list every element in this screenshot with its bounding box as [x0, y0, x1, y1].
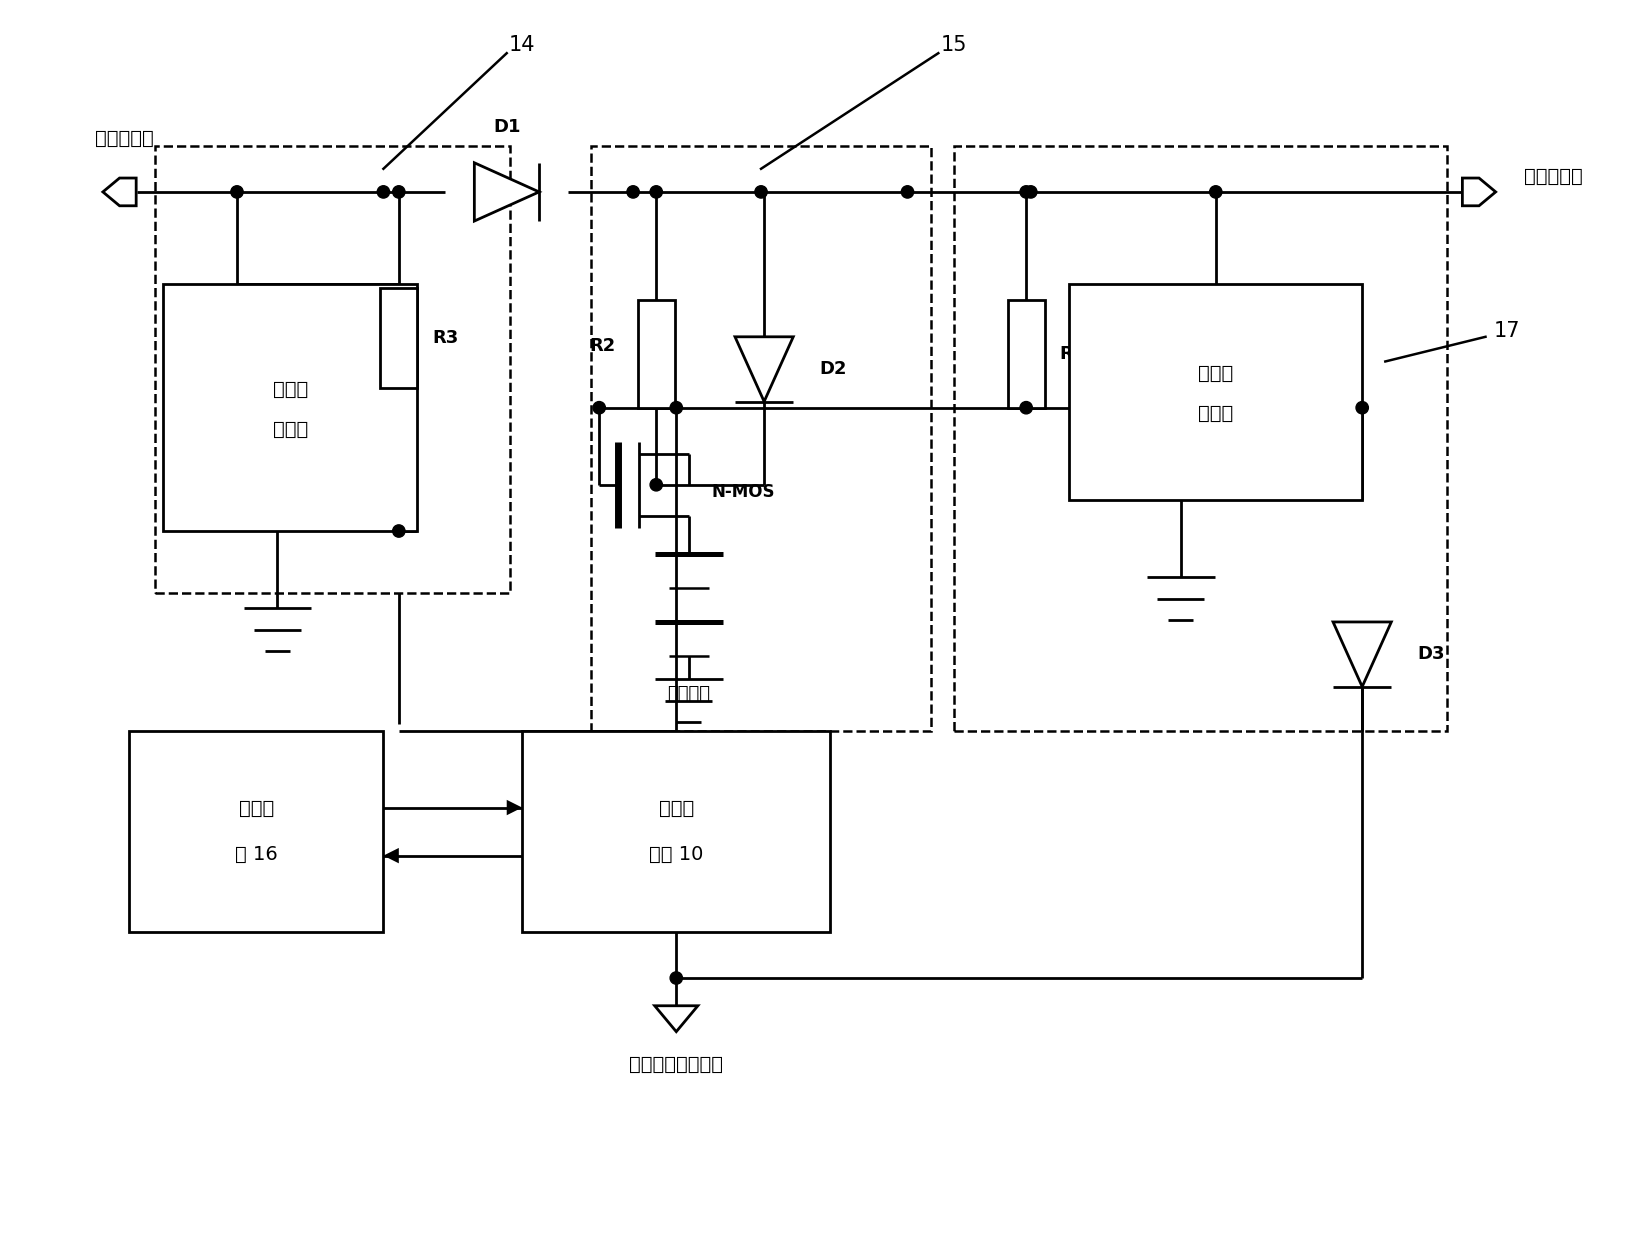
Text: 元 16: 元 16: [235, 845, 277, 864]
Bar: [954, 146, 1447, 732]
Bar: [380, 288, 417, 388]
Text: N-MOS: N-MOS: [712, 484, 776, 501]
Circle shape: [1209, 186, 1222, 198]
Circle shape: [1020, 402, 1032, 414]
Circle shape: [755, 186, 768, 198]
Text: R1: R1: [1060, 344, 1086, 363]
Circle shape: [1356, 402, 1368, 414]
Polygon shape: [474, 163, 540, 221]
Bar: [155, 146, 510, 592]
Bar: [1007, 299, 1045, 408]
Bar: [592, 146, 931, 732]
Text: D3: D3: [1418, 646, 1446, 663]
Circle shape: [901, 186, 914, 198]
Polygon shape: [655, 1006, 698, 1031]
Text: 14: 14: [509, 35, 535, 55]
Text: 制器 10: 制器 10: [649, 845, 704, 864]
Bar: [637, 299, 675, 408]
Text: 充电电池: 充电电池: [667, 686, 711, 703]
Circle shape: [377, 186, 390, 198]
Text: D1: D1: [492, 118, 520, 136]
Bar: [129, 732, 383, 932]
Text: 电源输入端: 电源输入端: [95, 128, 153, 147]
Circle shape: [231, 186, 243, 198]
Text: 17: 17: [1493, 320, 1519, 340]
Polygon shape: [103, 178, 137, 206]
Circle shape: [1025, 186, 1037, 198]
Text: 15: 15: [941, 35, 967, 55]
Polygon shape: [507, 799, 522, 816]
Text: 第一复: 第一复: [272, 379, 308, 399]
Circle shape: [1020, 186, 1032, 198]
Bar: [163, 284, 417, 531]
Text: 电源输出端: 电源输出端: [1524, 167, 1583, 186]
Text: 行同步信号输出端: 行同步信号输出端: [629, 1055, 724, 1074]
Polygon shape: [1333, 622, 1392, 687]
Circle shape: [650, 186, 662, 198]
Polygon shape: [1462, 178, 1496, 206]
Bar: [522, 732, 830, 932]
Text: 位芯片: 位芯片: [1198, 404, 1234, 424]
Text: 存储单: 存储单: [238, 799, 274, 818]
Polygon shape: [383, 848, 399, 863]
Bar: [1069, 284, 1363, 500]
Text: R2: R2: [588, 337, 616, 355]
Circle shape: [393, 186, 404, 198]
Circle shape: [628, 186, 639, 198]
Text: D2: D2: [820, 360, 848, 378]
Circle shape: [670, 971, 683, 984]
Circle shape: [650, 479, 662, 491]
Text: 第二复: 第二复: [1198, 364, 1234, 383]
Circle shape: [670, 402, 683, 414]
Polygon shape: [735, 337, 794, 402]
Circle shape: [593, 402, 605, 414]
Text: R3: R3: [432, 329, 458, 348]
Text: 位芯片: 位芯片: [272, 420, 308, 439]
Text: 时序控: 时序控: [659, 799, 694, 818]
Circle shape: [393, 525, 404, 537]
